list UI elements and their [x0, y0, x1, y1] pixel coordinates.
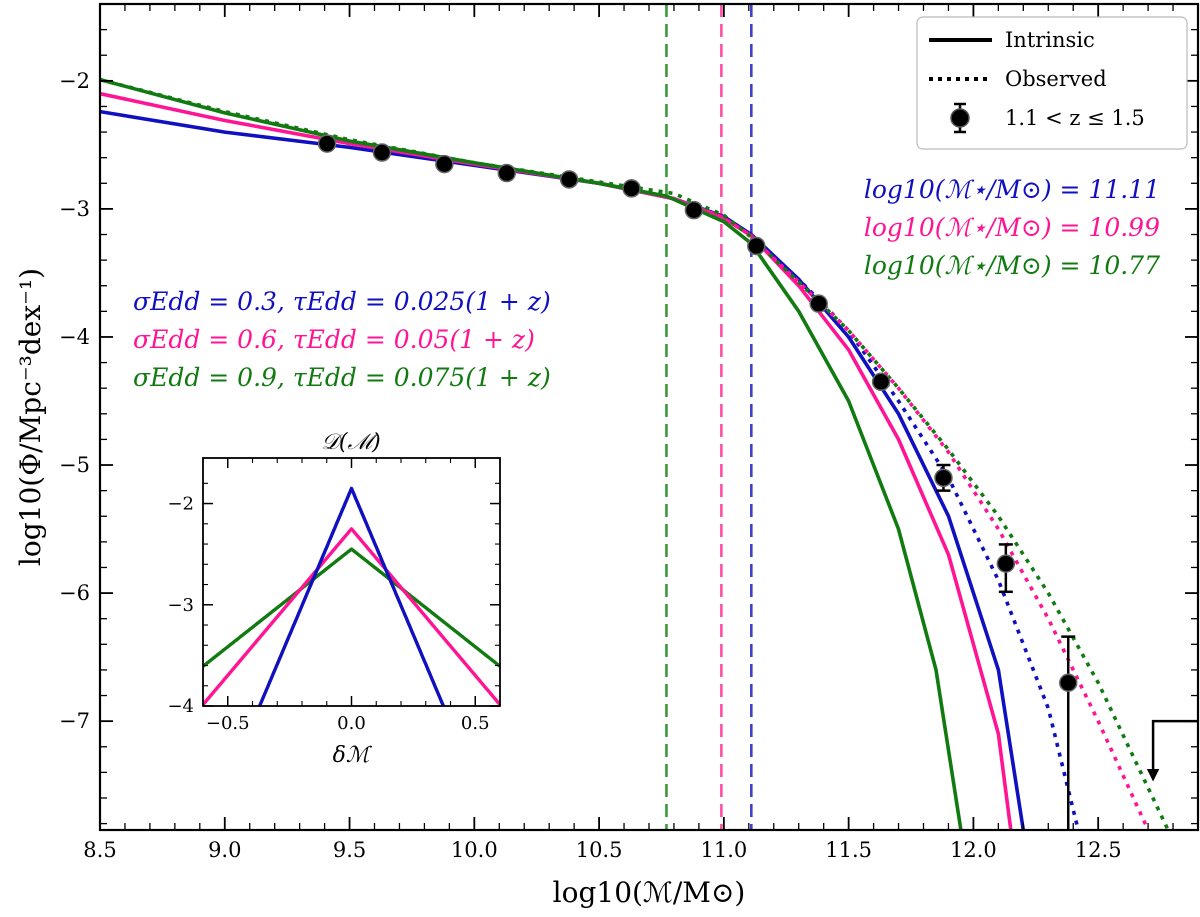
sigma-annotation-green: σEdd = 0.9, τEdd = 0.075(1 + z)	[133, 363, 551, 392]
inset-curve-0-3	[257, 486, 446, 706]
data-point-0	[317, 134, 337, 153]
x-tick-label: 10.0	[451, 838, 498, 862]
x-tick-label: 12.0	[950, 838, 997, 862]
y-tick-label: −3	[59, 197, 90, 221]
inset-x-tick-label: −0.5	[206, 713, 250, 734]
legend-points-swatch	[950, 102, 970, 134]
legend-observed-label: Observed	[1005, 67, 1107, 91]
inset-y-tick-label: −3	[167, 595, 194, 616]
data-point-6	[684, 200, 704, 220]
data-point-2	[435, 154, 454, 174]
mstar-annotation-pink: log10(ℳ⋆/M⊙) = 10.99	[864, 213, 1160, 242]
data-point-9	[871, 372, 891, 392]
x-tick-label: 10.5	[576, 838, 623, 862]
data-point-1	[372, 143, 392, 162]
data-points	[317, 134, 1198, 830]
y-tick-label: −2	[59, 69, 90, 93]
upper-limit-bracket	[1151, 719, 1198, 779]
data-point-8	[809, 294, 828, 313]
sigma-annotation-blue: σEdd = 0.3, τEdd = 0.025(1 + z)	[133, 287, 551, 316]
x-tick-label: 11.5	[825, 838, 872, 862]
inset-x-axis-label: δℳ	[333, 743, 373, 768]
legend: Intrinsic Observed 1.1 < z ≤ 1.5	[916, 16, 1188, 150]
sigma-annotations: σEdd = 0.3, τEdd = 0.025(1 + z) σEdd = 0…	[133, 287, 551, 392]
y-tick-label: −7	[59, 709, 90, 733]
mstar-annotations: log10(ℳ⋆/M⊙) = 11.11 log10(ℳ⋆/M⊙) = 10.9…	[864, 175, 1160, 280]
data-point-4	[559, 170, 579, 189]
series-observed-0-3	[750, 235, 1080, 830]
inset-title: 𝒟(ℳ)	[321, 430, 380, 455]
model-curves	[100, 77, 1170, 830]
x-tick-label: 8.5	[83, 838, 116, 862]
data-point-5	[622, 179, 641, 198]
x-axis-label: log10(ℳ/M⊙)	[553, 876, 746, 909]
y-tick-label: −6	[59, 581, 90, 605]
inset-curve-0-9	[203, 547, 500, 668]
inset-x-tick-label: 0.0	[337, 713, 366, 734]
data-point-11	[996, 554, 1016, 573]
legend-intrinsic-label: Intrinsic	[1005, 28, 1095, 52]
series-observed-0-9	[100, 77, 1170, 830]
y-tick-label: −4	[59, 325, 90, 349]
mstar-annotation-green: log10(ℳ⋆/M⊙) = 10.77	[864, 251, 1160, 280]
inset-background	[203, 458, 500, 706]
vertical-reference-lines	[665, 4, 753, 830]
legend-box	[916, 16, 1188, 150]
data-point-12	[1058, 673, 1078, 692]
data-point-10	[934, 468, 953, 488]
data-point-3	[497, 163, 517, 183]
series-observed-0-6	[750, 235, 1150, 830]
mstar-annotation-blue: log10(ℳ⋆/M⊙) = 11.11	[864, 175, 1160, 204]
inset-curves	[203, 486, 500, 706]
inset-y-tick-label: −4	[167, 696, 194, 717]
sigma-annotation-pink: σEdd = 0.6, τEdd = 0.05(1 + z)	[133, 325, 535, 354]
main-axes: 8.5 9.0 9.5 10.0 10.5 11.0 11.5 12.0 12.5−2−3−4−…	[59, 2, 1200, 862]
series-intrinsic-0-9	[100, 77, 963, 830]
inset-axes: −0.5 0.0 0.5 −2 −3 −4	[167, 457, 501, 734]
inset-curve-0-6	[203, 527, 500, 706]
x-tick-label: 12.5	[1075, 838, 1122, 862]
y-axis-label: log10(Φ/Mpc⁻³dex⁻¹)	[14, 268, 47, 566]
data-point-7	[747, 236, 766, 256]
y-tick-label: −5	[59, 453, 90, 477]
x-tick-label: 9.0	[208, 838, 241, 862]
series-intrinsic-0-6	[100, 91, 1013, 830]
inset-x-tick-label: 0.5	[461, 713, 490, 734]
x-tick-label: 11.0	[700, 838, 747, 862]
inset-y-tick-label: −2	[167, 494, 194, 515]
x-tick-label: 9.5	[333, 838, 366, 862]
upper-limit-arrowhead	[1146, 769, 1160, 782]
legend-points-label: 1.1 < z ≤ 1.5	[1005, 106, 1145, 130]
